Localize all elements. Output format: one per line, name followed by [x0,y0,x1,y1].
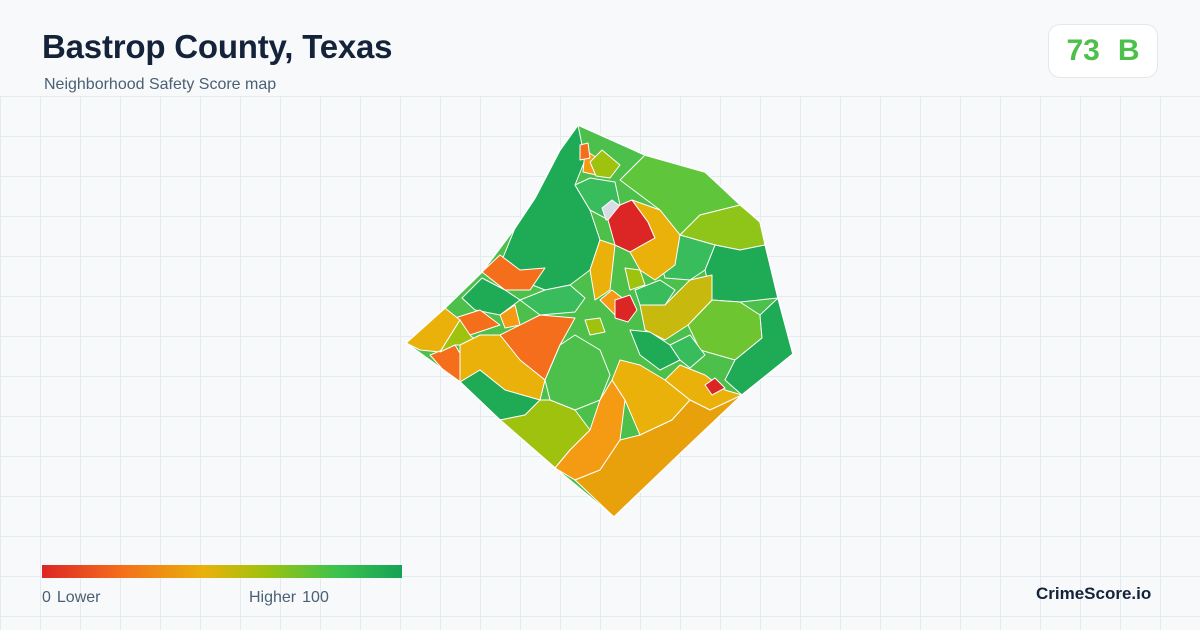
legend-max-value: 100 [302,589,329,606]
header: Bastrop County, Texas Neighborhood Safet… [0,0,1200,96]
legend-min-label: Lower [56,589,101,606]
county-outline [404,124,794,519]
map-region[interactable] [589,149,621,179]
page-title: Bastrop County, Texas [42,28,393,65]
overall-score-grade: B [1117,34,1140,67]
map-region[interactable] [579,142,591,161]
map-region[interactable] [704,377,726,396]
overall-score-value: 73 [1066,34,1100,67]
brand-logo-text[interactable]: CrimeScore.io [1036,584,1152,603]
map-region[interactable] [669,334,706,369]
legend-min-value: 0 [42,589,51,606]
map-region[interactable] [589,239,616,301]
map-region[interactable] [634,279,676,306]
map-region[interactable] [624,267,646,291]
map-region[interactable] [584,317,606,336]
legend-max-label: Higher [249,589,297,606]
map-region[interactable] [629,199,681,281]
overall-score-card: 73 B [1048,24,1158,78]
legend-color-scale [42,565,402,578]
legend-high-label: Higher 100 [249,589,329,607]
legend-low-label: 0 Lower [42,589,100,607]
map-region[interactable] [614,294,638,323]
page-subtitle: Neighborhood Safety Score map [44,76,277,93]
